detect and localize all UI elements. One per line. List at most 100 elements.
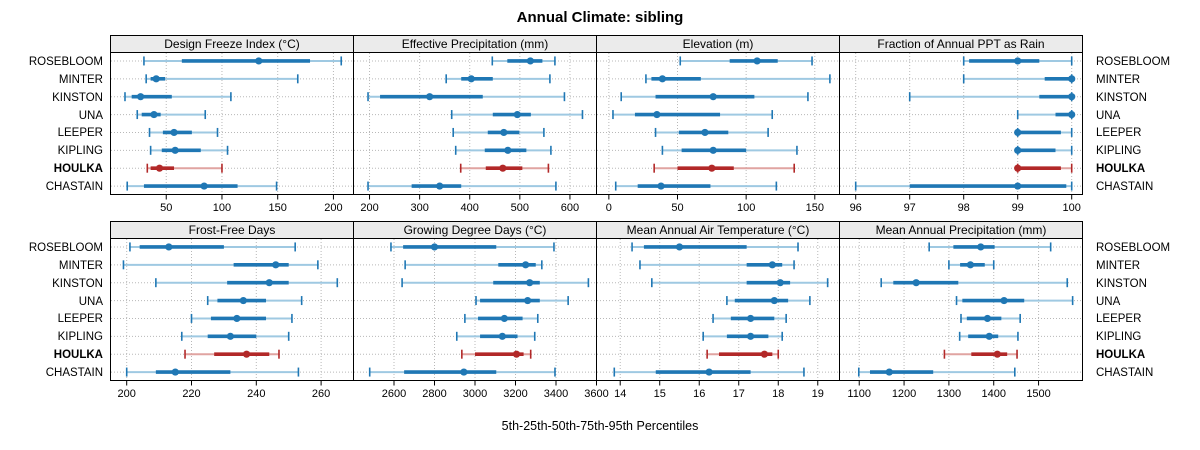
series-chastain-effective-precipitation-mm [367,181,557,191]
svg-text:500: 500 [511,202,529,214]
station-label-leeper: LEEPER [57,127,103,140]
median-dot [171,146,179,154]
station-label-una: UNA [1096,295,1121,308]
station-labels-left-band2: ROSEBLOOM MINTER KINSTON UNA LEEPER KIPLING HO… [0,221,110,405]
median-dot [1014,57,1022,65]
median-dot [513,110,521,119]
series-kinston-mean-annual-precipitation-mm [880,278,1069,288]
panel-elevation-m: Elevation (m) 0 50 100 150 [596,35,840,219]
station-label-minter: MINTER [58,73,103,86]
median-dot [983,314,992,323]
series-leeper-fraction-of-annual-ppt-as-rain [1014,127,1073,137]
series-minter-growing-degree-days-c [404,260,543,270]
percentiles-caption: 5th-25th-50th-75th-95th Percentiles [501,419,699,433]
station-label-una: UNA [78,109,103,122]
station-label-kinston: KINSTON [1096,91,1147,104]
median-dot [436,182,444,190]
median-dot [1014,146,1022,154]
median-dot [272,261,280,269]
strip-spacer [0,221,110,239]
median-dot [746,314,755,323]
strip-spacer [0,35,110,53]
median-dot [426,93,434,101]
series-rosebloom-fraction-of-annual-ppt-as-rain [962,56,1073,66]
station-label-chastain: CHASTAIN [45,367,103,380]
station-label-rosebloom: ROSEBLOOM [28,55,103,68]
median-dot [658,75,666,83]
median-dot [171,368,179,376]
median-dot [912,279,920,287]
median-dot [705,368,713,376]
station-label-rosebloom: ROSEBLOOM [1096,241,1171,254]
svg-text:150: 150 [806,202,824,214]
station-label-minter: MINTER [1096,259,1141,272]
station-label-houlka: HOULKA [1096,349,1146,362]
strip-mean-annual-precipitation-mm: Mean Annual Precipitation (mm) [839,221,1083,239]
median-dot [467,75,475,83]
strip-mean-annual-air-temperature-c: Mean Annual Air Temperature (°C) [596,221,840,239]
median-dot [746,332,755,340]
series-minter-fraction-of-annual-ppt-as-rain [962,74,1076,84]
svg-text:14: 14 [614,388,626,400]
median-dot [500,314,508,323]
series-houlka-mean-annual-air-temperature-c [706,349,780,359]
series-kipling-design-freeze-index-c [149,145,229,155]
station-label-chastain: CHASTAIN [45,181,103,194]
svg-text:2800: 2800 [422,388,446,400]
svg-text:16: 16 [693,388,705,400]
series-chastain-fraction-of-annual-ppt-as-rain [854,181,1073,191]
station-label-kipling: KIPLING [1096,145,1142,158]
svg-text:99: 99 [1012,202,1024,214]
panel-mean-annual-precipitation-mm: Mean Annual Precipitation (mm) 1100 1200 13… [839,221,1083,405]
strip-spacer [1088,221,1200,239]
station-label-houlka: HOULKA [53,349,103,362]
series-leeper-design-freeze-index-c [148,127,219,137]
median-dot [504,146,512,154]
median-dot [150,110,158,119]
plot-elevation-m: 0 50 100 150 [596,52,840,214]
median-dot [1068,93,1076,101]
station-label-kinston: KINSTON [1096,277,1147,290]
series-chastain-elevation-m [614,181,778,191]
series-houlka-effective-precipitation-mm [459,163,550,173]
series-rosebloom-elevation-m [679,56,813,66]
series-kinston-frost-free-days [155,278,339,288]
band-row-2: ROSEBLOOM MINTER KINSTON UNA LEEPER KIPLING HO… [0,221,1200,405]
plot-mean-annual-precipitation-mm: 1100 1200 1300 1400 1500 [839,238,1083,400]
series-una-effective-precipitation-mm [450,110,584,120]
median-dot [155,164,164,172]
median-dot [753,57,761,65]
station-label-leeper: LEEPER [57,313,103,326]
median-dot [1014,128,1022,137]
series-leeper-effective-precipitation-mm [452,127,545,137]
svg-text:19: 19 [812,388,824,400]
series-kipling-mean-annual-precipitation-mm [958,331,1019,341]
series-una-design-freeze-index-c [136,110,207,120]
station-label-minter: MINTER [1096,73,1141,86]
series-chastain-mean-annual-air-temperature-c [613,367,805,377]
svg-text:200: 200 [324,202,342,214]
series-kipling-elevation-m [661,145,798,155]
plot-effective-precipitation-mm: 200 300 400 500 600 [353,52,597,214]
series-minter-elevation-m [645,74,831,84]
svg-text:100: 100 [737,202,755,214]
panels-row-1: Design Freeze Index (°C) 50 100 150 200 Effec… [110,35,1088,219]
median-dot [885,368,893,376]
median-dot [708,164,716,172]
series-minter-mean-annual-precipitation-mm [948,260,995,270]
median-dot [200,182,208,190]
median-dot [499,164,507,172]
series-rosebloom-design-freeze-index-c [143,56,343,66]
svg-text:18: 18 [772,388,784,400]
svg-text:300: 300 [410,202,428,214]
series-houlka-design-freeze-index-c [146,163,223,173]
panel-frost-free-days: Frost-Free Days 200 220 240 260 [110,221,354,405]
series-rosebloom-mean-annual-precipitation-mm [928,242,1052,252]
series-leeper-mean-annual-air-temperature-c [712,313,787,323]
station-label-kinston: KINSTON [52,91,103,104]
series-houlka-fraction-of-annual-ppt-as-rain [1014,163,1073,173]
station-label-leeper: LEEPER [1096,127,1142,140]
station-labels-right-band2: ROSEBLOOM MINTER KINSTON UNA LEEPER KIPLING HO… [1088,221,1200,405]
median-dot [709,146,717,154]
strip-spacer [1088,35,1200,53]
